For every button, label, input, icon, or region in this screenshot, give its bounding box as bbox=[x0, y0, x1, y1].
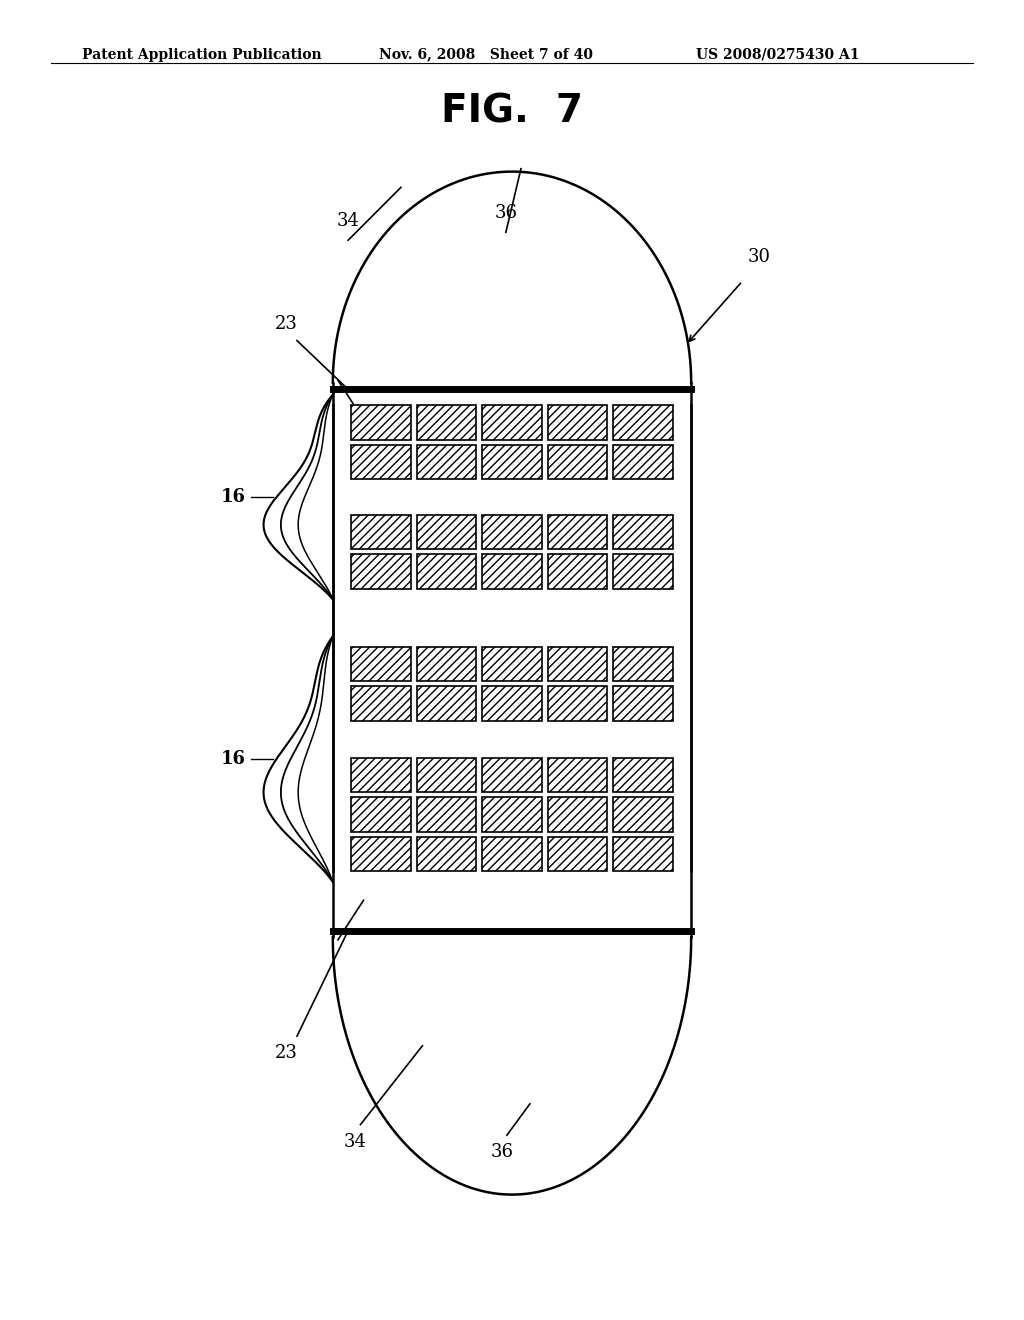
Bar bbox=[613, 445, 673, 479]
Bar bbox=[548, 797, 607, 832]
Text: Patent Application Publication: Patent Application Publication bbox=[82, 48, 322, 62]
Bar bbox=[613, 554, 673, 589]
Text: Nov. 6, 2008   Sheet 7 of 40: Nov. 6, 2008 Sheet 7 of 40 bbox=[379, 48, 593, 62]
Bar bbox=[351, 647, 411, 681]
Bar bbox=[417, 797, 476, 832]
Bar bbox=[548, 647, 607, 681]
Bar bbox=[417, 405, 476, 440]
Bar bbox=[351, 758, 411, 792]
Bar bbox=[417, 837, 476, 871]
Bar bbox=[482, 554, 542, 589]
Text: 30: 30 bbox=[748, 248, 770, 267]
Bar bbox=[548, 758, 607, 792]
Bar bbox=[351, 686, 411, 721]
Bar bbox=[351, 445, 411, 479]
Bar bbox=[482, 647, 542, 681]
Bar bbox=[613, 758, 673, 792]
Bar bbox=[548, 515, 607, 549]
Bar bbox=[613, 837, 673, 871]
Bar bbox=[548, 554, 607, 589]
Bar bbox=[548, 837, 607, 871]
Bar bbox=[417, 647, 476, 681]
Bar bbox=[613, 405, 673, 440]
Bar bbox=[613, 686, 673, 721]
Bar bbox=[351, 515, 411, 549]
Text: 34: 34 bbox=[344, 1133, 367, 1151]
Bar bbox=[613, 515, 673, 549]
Bar bbox=[482, 445, 542, 479]
Bar bbox=[482, 686, 542, 721]
Text: 36: 36 bbox=[490, 1143, 513, 1162]
Bar bbox=[613, 797, 673, 832]
Bar bbox=[613, 647, 673, 681]
Bar bbox=[482, 837, 542, 871]
Bar bbox=[482, 405, 542, 440]
Bar bbox=[351, 405, 411, 440]
Bar bbox=[482, 797, 542, 832]
Text: 34: 34 bbox=[337, 211, 359, 230]
Bar bbox=[548, 405, 607, 440]
Text: 23: 23 bbox=[275, 314, 298, 333]
Text: 36: 36 bbox=[495, 203, 517, 222]
Text: FIG.  7: FIG. 7 bbox=[441, 92, 583, 131]
Bar bbox=[548, 445, 607, 479]
Text: 16: 16 bbox=[221, 750, 246, 768]
Bar bbox=[417, 515, 476, 549]
Bar bbox=[351, 837, 411, 871]
Bar bbox=[351, 554, 411, 589]
Bar bbox=[417, 445, 476, 479]
Bar bbox=[417, 758, 476, 792]
Text: 16: 16 bbox=[221, 488, 246, 506]
Bar bbox=[482, 515, 542, 549]
Bar bbox=[351, 797, 411, 832]
Bar bbox=[548, 686, 607, 721]
Text: US 2008/0275430 A1: US 2008/0275430 A1 bbox=[696, 48, 860, 62]
Bar bbox=[482, 758, 542, 792]
Bar bbox=[417, 554, 476, 589]
Bar bbox=[417, 686, 476, 721]
Text: 23: 23 bbox=[275, 1044, 298, 1063]
